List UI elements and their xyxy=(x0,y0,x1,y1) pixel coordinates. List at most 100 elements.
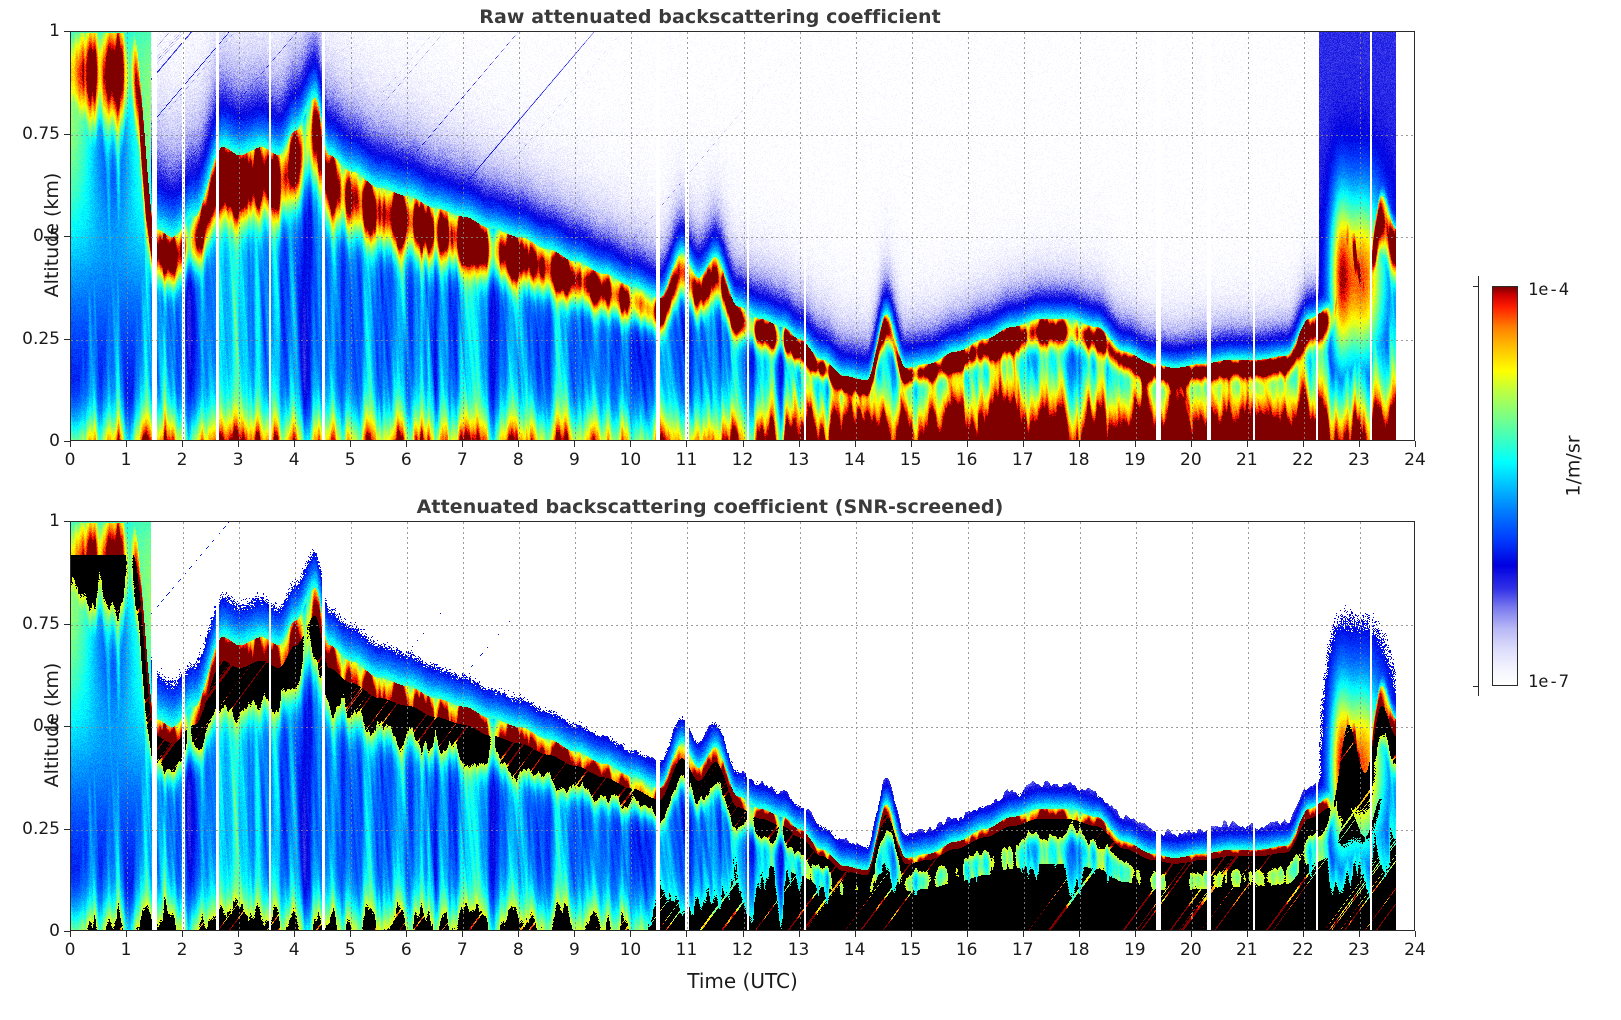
x-tick xyxy=(742,931,744,937)
colorbar-tick-min xyxy=(1473,686,1478,687)
x-tick xyxy=(126,931,128,937)
x-tick-label: 13 xyxy=(787,940,810,960)
x-tick xyxy=(406,931,408,937)
x-tick-label: 5 xyxy=(344,940,356,960)
x-tick xyxy=(1415,931,1416,937)
x-tick-label: 11 xyxy=(675,450,698,470)
x-tick xyxy=(574,441,576,447)
x-tick-label: 6 xyxy=(400,450,412,470)
x-tick-label: 16 xyxy=(955,940,978,960)
x-tick xyxy=(1246,441,1248,447)
plot-area-raw[interactable] xyxy=(70,31,1415,441)
y-axis-label-screened: Altitude (km) xyxy=(41,662,63,788)
x-tick xyxy=(1078,441,1080,447)
x-tick-label: 24 xyxy=(1404,450,1426,470)
panel-title-raw: Raw attenuated backscattering coefficien… xyxy=(479,6,941,28)
x-tick xyxy=(1134,931,1136,937)
x-tick xyxy=(630,931,632,937)
x-tick-label: 2 xyxy=(176,940,188,960)
x-tick-label: 19 xyxy=(1123,450,1146,470)
x-tick-label: 14 xyxy=(843,450,866,470)
x-tick xyxy=(350,931,352,937)
x-tick xyxy=(1022,441,1024,447)
x-tick-label: 4 xyxy=(288,940,300,960)
y-tick-label: 0.5 xyxy=(32,226,60,246)
x-tick-label: 18 xyxy=(1067,450,1090,470)
x-tick-label: 24 xyxy=(1404,940,1426,960)
x-tick-label: 14 xyxy=(843,940,866,960)
x-tick xyxy=(798,441,800,447)
x-tick xyxy=(854,931,856,937)
x-tick xyxy=(1078,931,1080,937)
y-tick xyxy=(64,236,70,237)
y-tick xyxy=(64,31,70,32)
x-tick xyxy=(294,441,296,447)
x-tick-label: 15 xyxy=(899,450,922,470)
y-tick-label: 0.25 xyxy=(22,818,60,839)
colorbar-min-label: 1e-7 xyxy=(1528,672,1569,692)
colorbar-title: 1/m/sr xyxy=(1562,435,1585,497)
x-tick-label: 22 xyxy=(1292,940,1314,960)
x-tick-label: 10 xyxy=(619,940,642,960)
plot-area-screened[interactable] xyxy=(70,521,1415,931)
x-tick xyxy=(238,441,240,447)
colorbar-tick-max xyxy=(1473,286,1478,287)
x-tick xyxy=(350,441,352,447)
x-tick-label: 22 xyxy=(1292,450,1314,470)
y-tick-label: 1 xyxy=(49,21,60,41)
y-tick-label: 0 xyxy=(49,921,60,941)
x-tick-label: 15 xyxy=(899,940,922,960)
x-tick-label: 11 xyxy=(675,940,698,960)
x-tick-label: 23 xyxy=(1348,450,1370,470)
x-tick xyxy=(686,931,688,937)
x-tick xyxy=(518,441,520,447)
y-tick-label: 0.25 xyxy=(22,328,60,349)
y-tick xyxy=(64,623,70,625)
x-tick-label: 13 xyxy=(787,450,810,470)
x-tick xyxy=(1415,441,1416,447)
x-tick-label: 0 xyxy=(64,450,76,470)
x-tick xyxy=(70,931,71,937)
y-tick-label: 0.75 xyxy=(22,123,60,144)
x-tick-label: 7 xyxy=(456,450,468,470)
x-tick-label: 17 xyxy=(1011,940,1034,960)
y-axis-label-raw: Altitude (km) xyxy=(41,172,63,298)
x-tick-label: 16 xyxy=(955,450,978,470)
x-tick xyxy=(1358,441,1360,447)
x-tick xyxy=(1022,931,1024,937)
x-tick-label: 19 xyxy=(1123,940,1146,960)
y-tick-label: 1 xyxy=(49,511,60,531)
y-tick xyxy=(64,338,70,340)
x-tick-label: 8 xyxy=(512,940,524,960)
x-tick xyxy=(462,441,464,447)
x-tick xyxy=(70,441,71,447)
x-tick-label: 2 xyxy=(176,450,188,470)
colorbar-max-label: 1e-4 xyxy=(1528,280,1569,300)
x-tick xyxy=(238,931,240,937)
x-tick-label: 6 xyxy=(400,940,412,960)
panel-title-screened: Attenuated backscattering coefficient (S… xyxy=(416,496,1004,518)
x-tick xyxy=(182,441,184,447)
x-tick-label: 9 xyxy=(568,450,580,470)
x-tick-label: 7 xyxy=(456,940,468,960)
y-tick-label: 0.75 xyxy=(22,613,60,634)
x-tick-label: 12 xyxy=(731,940,754,960)
x-tick xyxy=(462,931,464,937)
y-tick xyxy=(64,133,70,135)
x-tick xyxy=(1190,441,1192,447)
y-tick xyxy=(64,441,70,442)
x-tick xyxy=(1302,931,1304,937)
x-tick-label: 18 xyxy=(1067,940,1090,960)
x-tick xyxy=(294,931,296,937)
x-tick-label: 3 xyxy=(232,450,244,470)
x-tick xyxy=(1358,931,1360,937)
x-tick xyxy=(854,441,856,447)
x-tick xyxy=(1134,441,1136,447)
colorbar-outer-spine xyxy=(1478,276,1480,696)
x-tick-label: 20 xyxy=(1180,450,1202,470)
x-tick xyxy=(966,441,968,447)
y-tick xyxy=(64,931,70,932)
x-tick-label: 17 xyxy=(1011,450,1034,470)
x-tick xyxy=(574,931,576,937)
colorbar[interactable] xyxy=(1492,286,1518,686)
